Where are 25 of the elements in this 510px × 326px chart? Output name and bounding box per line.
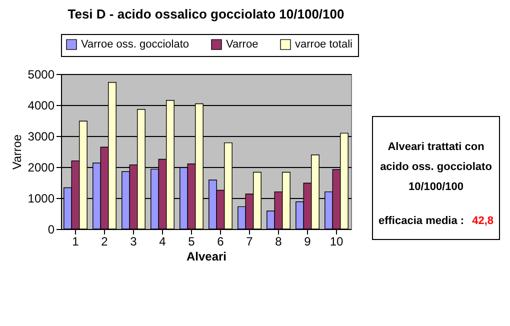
y-tick-label: 2000 bbox=[28, 160, 55, 174]
legend-label: Varroe oss. gocciolato bbox=[81, 38, 190, 51]
chart-title: Tesi D - acido ossalico gocciolato 10/100/100 bbox=[68, 6, 344, 22]
x-tick-label: 5 bbox=[188, 234, 196, 248]
x-tick-label: 4 bbox=[159, 234, 166, 248]
y-tick-label: 4000 bbox=[28, 98, 55, 112]
legend-label: Varroe bbox=[226, 38, 258, 51]
y-tick-label: 5000 bbox=[28, 68, 55, 82]
text: 42,8 bbox=[472, 215, 494, 227]
x-tick-label: 2 bbox=[101, 234, 108, 248]
text: efficacia media : bbox=[378, 215, 464, 227]
legend-label: varroe totali bbox=[295, 38, 352, 51]
y-tick-label: 0 bbox=[48, 222, 55, 236]
x-tick-label: 10 bbox=[330, 234, 344, 248]
x-tick-label: 9 bbox=[304, 234, 312, 248]
x-axis-title: Alveari bbox=[186, 250, 227, 264]
text: Alveari trattati con acido oss. gocciolato 10/100/100 bbox=[379, 140, 493, 195]
x-tick-label: 7 bbox=[246, 234, 254, 248]
y-tick-label: 1000 bbox=[28, 192, 55, 206]
x-tick-label: 6 bbox=[217, 234, 224, 248]
y-tick-label: 3000 bbox=[28, 130, 55, 144]
x-tick-label: 1 bbox=[72, 234, 80, 248]
y-axis-title: Varroe bbox=[10, 134, 24, 170]
x-tick-label: 3 bbox=[130, 234, 138, 248]
x-tick-label: 8 bbox=[275, 234, 282, 248]
